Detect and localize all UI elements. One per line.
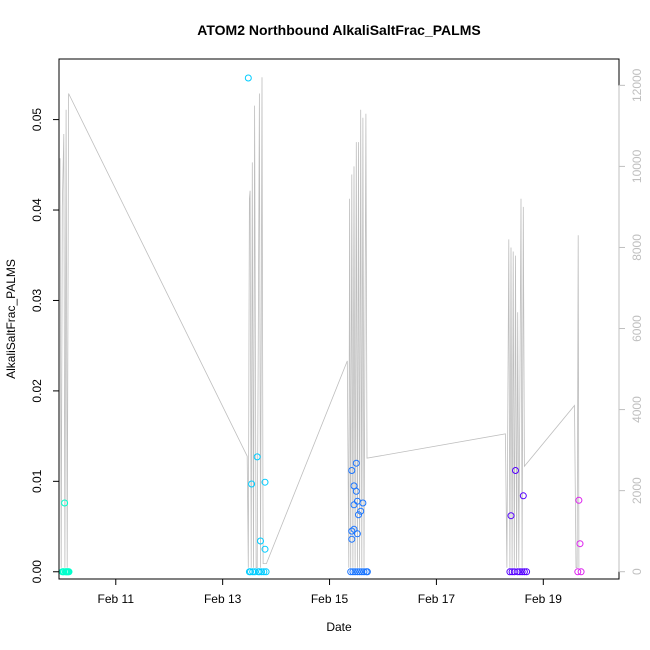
x-tick-label: Feb 17 — [418, 592, 456, 606]
x-tick-label: Feb 19 — [525, 592, 563, 606]
x-axis: Feb 11 Feb 13 Feb 15 Feb 17 Feb 19 — [98, 578, 563, 606]
x-tick-label: Feb 15 — [311, 592, 349, 606]
y2-tick-label: 4000 — [630, 396, 644, 423]
y2-tick-label: 0 — [630, 568, 644, 575]
y2-tick-label: 12000 — [630, 68, 644, 102]
data-point — [520, 568, 528, 576]
data-point — [65, 568, 73, 576]
data-point — [260, 568, 268, 576]
y-tick-label: 0.03 — [30, 288, 44, 312]
data-point — [574, 568, 582, 576]
data-point — [262, 568, 270, 576]
data-point — [360, 568, 368, 576]
data-point — [253, 453, 261, 461]
data-point — [355, 511, 362, 519]
y2-axis: 0 2000 4000 6000 8000 10000 12000 — [618, 68, 644, 575]
y2-tick-label: 6000 — [630, 315, 644, 342]
data-point — [519, 492, 527, 500]
data-point — [507, 512, 515, 520]
x-tick-label: Feb 11 — [98, 592, 135, 606]
y2-tick-label: 8000 — [630, 234, 644, 261]
data-point — [575, 496, 583, 504]
data-point — [516, 568, 524, 576]
altitude-series-line — [59, 77, 580, 569]
data-point — [577, 568, 585, 576]
y-tick-label: 0.02 — [30, 379, 44, 403]
data-point — [356, 568, 364, 576]
data-point — [357, 507, 365, 515]
y-tick-label: 0.01 — [30, 469, 44, 493]
data-point — [352, 487, 360, 495]
data-point — [244, 74, 252, 82]
y2-tick-label: 10000 — [630, 149, 644, 183]
points-layer — [58, 74, 585, 576]
data-point — [348, 467, 356, 474]
data-point — [261, 478, 269, 486]
altitude-line-layer — [59, 77, 580, 569]
y2-tick-label: 2000 — [630, 477, 644, 504]
data-point — [258, 568, 266, 576]
data-point — [348, 527, 356, 535]
data-point — [351, 568, 359, 576]
data-point — [61, 499, 69, 507]
data-point — [350, 501, 358, 509]
y-axis-label: AlkaliSaltFrac_PALMS — [4, 259, 18, 379]
data-point — [359, 499, 367, 507]
data-point — [506, 568, 514, 576]
x-tick-label: Feb 13 — [204, 592, 242, 606]
x-axis-label: Date — [326, 620, 352, 634]
data-point — [353, 568, 361, 576]
data-point — [255, 568, 263, 576]
data-point — [251, 568, 259, 576]
data-point — [350, 525, 358, 533]
data-point — [348, 535, 356, 543]
data-point — [512, 467, 519, 474]
chart-title: ATOM2 Northbound AlkaliSaltFrac_PALMS — [197, 22, 480, 38]
data-point — [576, 540, 584, 548]
data-point — [363, 568, 371, 576]
data-point — [518, 568, 526, 576]
data-point — [352, 459, 360, 467]
data-point — [257, 537, 264, 545]
data-point — [353, 530, 361, 538]
data-point — [261, 545, 269, 553]
y-tick-label: 0.00 — [30, 560, 44, 584]
data-point — [523, 568, 531, 576]
data-point — [247, 568, 254, 576]
plot-frame — [58, 58, 620, 580]
data-point — [347, 568, 355, 576]
data-point — [349, 568, 357, 576]
y-tick-label: 0.05 — [30, 108, 44, 132]
data-point — [514, 568, 522, 576]
data-point — [248, 480, 256, 488]
y-axis: 0.00 0.01 0.02 0.03 0.04 0.05 — [30, 108, 60, 584]
y-tick-label: 0.04 — [30, 198, 44, 222]
